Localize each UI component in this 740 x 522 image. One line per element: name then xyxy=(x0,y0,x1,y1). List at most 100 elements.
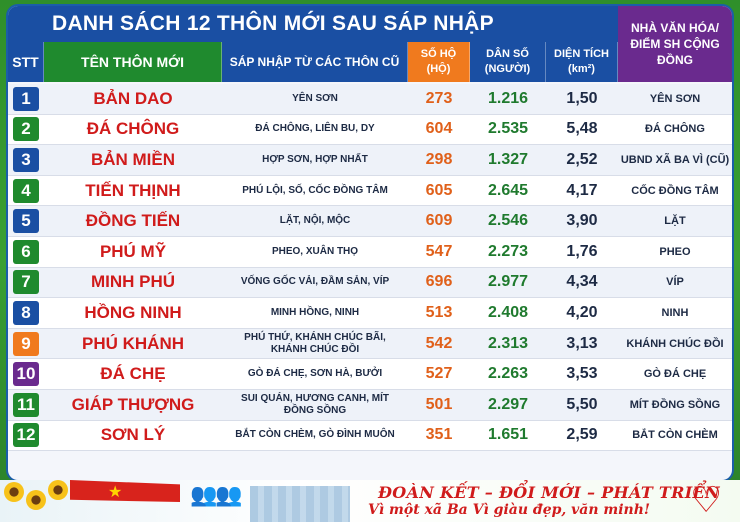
cell-so-ho: 298 xyxy=(425,150,453,168)
table-row: 1 BẢN DAO YÊN SƠN 273 1.216 1,50 YÊN SƠN xyxy=(8,84,732,115)
stt-badge: 12 xyxy=(13,423,39,448)
sunflower-icon xyxy=(4,482,24,502)
flag-icon xyxy=(70,480,180,502)
star-icon: ★ xyxy=(108,484,123,501)
cell-stt: 9 xyxy=(8,329,44,359)
cell-dien-tich: 5,50 xyxy=(566,395,598,413)
cell-dien-tich: 1,76 xyxy=(566,242,598,260)
table-row: 6 PHÚ MỸ PHEO, XUÂN THỌ 547 2.273 1,76 PHEO xyxy=(8,236,732,268)
table-row: 8 HỒNG NINH MINH HỒNG, NINH 513 2.408 4,20 NIN… xyxy=(8,298,732,329)
footer-banner: ★ 👥👥 ĐOÀN KẾT – ĐỔI MỚI – PHÁT TRIỂN Vì … xyxy=(0,480,740,522)
cell-dien-tich: 4,17 xyxy=(566,181,598,199)
cell-nha-van-hoa: MÍT ĐỒNG SỒNG xyxy=(629,398,721,411)
cell-so-ho: 696 xyxy=(425,273,453,291)
cell-stt: 2 xyxy=(8,115,44,145)
cell-so-ho: 542 xyxy=(425,334,453,352)
cell-sap-nhap: BẮT CÒN CHÈM, GÒ ĐÌNH MUÔN xyxy=(235,429,395,441)
header-ten-thon-moi: TÊN THÔN MỚI xyxy=(44,42,222,82)
stt-badge: 5 xyxy=(13,209,39,234)
cell-dan-so: 2.408 xyxy=(487,303,529,321)
table-row: 4 TIẾN THỊNH PHÚ LỘI, SỐ, CỐC ĐỒNG TÂM 605 2… xyxy=(8,175,732,207)
cell-sap-nhap: LẶT, NỘI, MỘC xyxy=(279,215,351,227)
cell-dien-tich: 4,20 xyxy=(566,303,598,321)
cell-so-ho: 604 xyxy=(425,120,453,138)
table-row: 3 BẢN MIỀN HỢP SƠN, HỢP NHẤT 298 1.327 2,52 UB… xyxy=(8,145,732,176)
cell-ten-thon: HỒNG NINH xyxy=(84,302,182,322)
cell-sap-nhap: VỐNG GỐC VẢI, ĐẦM SẢN, VÍP xyxy=(240,276,390,288)
cell-so-ho: 609 xyxy=(425,212,453,230)
cell-nha-van-hoa: GÒ ĐÁ CHẸ xyxy=(643,368,707,381)
cell-dan-so: 1.216 xyxy=(487,89,529,107)
cell-stt: 10 xyxy=(8,359,44,389)
table-row: 10 ĐÁ CHẸ GÒ ĐÁ CHẸ, SƠN HÀ, BƯỞI 527 2.263 3… xyxy=(8,359,732,390)
cell-nha-van-hoa: BẮT CÒN CHÈM xyxy=(632,429,718,442)
table-body: 1 BẢN DAO YÊN SƠN 273 1.216 1,50 YÊN SƠN 2 ĐÁ CH… xyxy=(8,84,732,452)
table-row: 2 ĐÁ CHÔNG ĐÁ CHÔNG, LIÊN BU, DY 604 2.535 5,… xyxy=(8,114,732,146)
cell-nha-van-hoa: LẶT xyxy=(664,215,686,228)
cell-ten-thon: SƠN LÝ xyxy=(100,425,166,445)
table-row: 7 MINH PHÚ VỐNG GỐC VẢI, ĐẦM SẢN, VÍP 696 2.… xyxy=(8,267,732,299)
cell-sap-nhap: HỢP SƠN, HỢP NHẤT xyxy=(262,153,368,165)
cell-sap-nhap: PHÚ THỨ, KHÁNH CHÚC BÃI, KHÁNH CHÚC ĐỒI xyxy=(244,331,386,355)
people-icon: 👥👥 xyxy=(190,482,243,507)
slogan-main: ĐOÀN KẾT – ĐỔI MỚI – PHÁT TRIỂN xyxy=(378,483,720,502)
cell-sap-nhap: GÒ ĐÁ CHẸ, SƠN HÀ, BƯỞI xyxy=(247,368,383,380)
cell-sap-nhap: PHÚ LỘI, SỐ, CỐC ĐỒNG TÂM xyxy=(242,184,388,196)
cell-stt: 7 xyxy=(8,268,44,298)
table-row: 5 ĐỒNG TIẾN LẶT, NỘI, MỘC 609 2.546 3,90 LẶT xyxy=(8,206,732,237)
stt-badge: 9 xyxy=(13,331,39,356)
cell-nha-van-hoa: PHEO xyxy=(659,245,691,258)
cell-ten-thon: BẢN DAO xyxy=(93,88,173,108)
cell-dan-so: 2.546 xyxy=(487,212,529,230)
cell-so-ho: 547 xyxy=(425,242,453,260)
header-stt: STT xyxy=(8,42,44,82)
cell-stt: 6 xyxy=(8,237,44,267)
table-frame: DANH SÁCH 12 THÔN MỚI SAU SÁP NHẬP NHÀ V… xyxy=(8,6,732,480)
cell-dan-so: 2.263 xyxy=(487,365,529,383)
cell-stt: 1 xyxy=(8,84,44,114)
cell-ten-thon: BẢN MIỀN xyxy=(90,149,176,169)
table-row: 11 GIÁP THƯỢNG SUI QUÁN, HƯƠNG CANH, MÍT Đ… xyxy=(8,389,732,421)
cell-dan-so: 2.313 xyxy=(487,334,529,352)
cell-nha-van-hoa: KHÁNH CHÚC ĐỒI xyxy=(626,337,724,350)
cell-dien-tich: 1,50 xyxy=(566,89,598,107)
cell-nha-van-hoa: NINH xyxy=(661,306,689,319)
cell-sap-nhap: YÊN SƠN xyxy=(292,92,338,104)
cell-stt: 8 xyxy=(8,298,44,328)
sunflower-icon xyxy=(48,480,68,500)
cell-so-ho: 273 xyxy=(425,89,453,107)
cell-stt: 5 xyxy=(8,206,44,236)
cell-dan-so: 1.651 xyxy=(487,426,529,444)
stt-badge: 6 xyxy=(13,239,39,264)
header-dien-tich: DIỆN TÍCH (km²) xyxy=(546,42,618,82)
stt-badge: 3 xyxy=(13,147,39,172)
header-so-ho: SỐ HỘ (HỘ) xyxy=(408,42,470,82)
page-title: DANH SÁCH 12 THÔN MỚI SAU SÁP NHẬP xyxy=(8,6,618,42)
cell-dien-tich: 2,52 xyxy=(566,150,598,168)
cell-nha-van-hoa: VÍP xyxy=(666,276,684,289)
header-dan-so: DÂN SỐ (NGƯỜI) xyxy=(470,42,546,82)
stt-badge: 2 xyxy=(13,117,39,142)
cell-nha-van-hoa: ĐÁ CHÔNG xyxy=(645,123,705,136)
table-row: 9 PHÚ KHÁNH PHÚ THỨ, KHÁNH CHÚC BÃI, KHÁNH… xyxy=(8,328,732,360)
cell-so-ho: 605 xyxy=(425,181,453,199)
cell-dien-tich: 3,13 xyxy=(566,334,598,352)
cell-dan-so: 2.645 xyxy=(487,181,529,199)
stt-badge: 10 xyxy=(13,362,39,387)
table-row: 12 SƠN LÝ BẮT CÒN CHÈM, GÒ ĐÌNH MUÔN 351 1.6… xyxy=(8,420,732,452)
cell-so-ho: 513 xyxy=(425,303,453,321)
cell-so-ho: 527 xyxy=(425,365,453,383)
cell-ten-thon: ĐỒNG TIẾN xyxy=(85,211,181,231)
cell-sap-nhap: PHEO, XUÂN THỌ xyxy=(271,245,359,257)
cell-ten-thon: TIẾN THỊNH xyxy=(85,180,181,200)
heart-icon: ♡ xyxy=(690,479,723,520)
header-nha-van-hoa: NHÀ VĂN HÓA/ ĐIỂM SH CỘNG ĐỒNG xyxy=(618,6,732,82)
cell-ten-thon: ĐÁ CHẸ xyxy=(100,364,166,384)
stt-badge: 4 xyxy=(13,178,39,203)
cell-nha-van-hoa: CỐC ĐỒNG TÂM xyxy=(631,184,719,197)
cell-dan-so: 1.327 xyxy=(487,150,529,168)
cell-ten-thon: PHÚ KHÁNH xyxy=(82,333,184,353)
cell-sap-nhap: ĐÁ CHÔNG, LIÊN BU, DY xyxy=(255,123,375,135)
stt-badge: 8 xyxy=(13,300,39,325)
cell-dien-tich: 3,90 xyxy=(566,212,598,230)
